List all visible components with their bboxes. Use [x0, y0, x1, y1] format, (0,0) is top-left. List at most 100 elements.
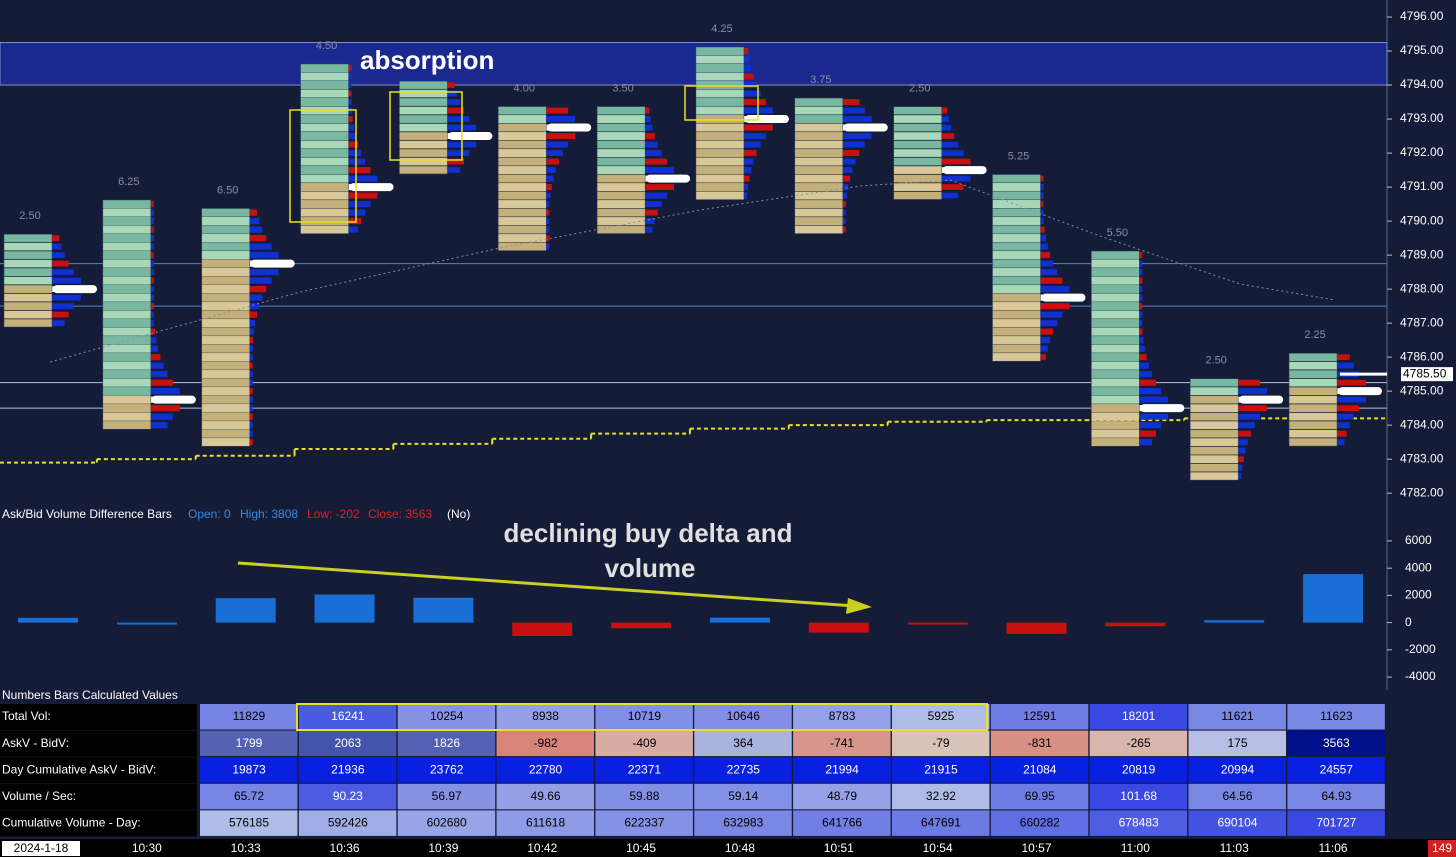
profile-bar — [941, 192, 959, 199]
profile-bar — [1139, 294, 1143, 301]
footprint-cell — [695, 174, 744, 183]
footprint-cell — [201, 344, 250, 353]
profile-bar — [447, 150, 470, 156]
range-label: 5.25 — [1008, 150, 1029, 162]
profile-bar — [645, 124, 653, 131]
footprint-cell — [102, 412, 151, 421]
profile-bar — [1139, 422, 1162, 429]
cell-value: 69.95 — [1025, 789, 1055, 803]
profile-bar — [743, 90, 761, 97]
profile-bar — [348, 201, 371, 208]
profile-bar — [249, 269, 279, 276]
profile-bar — [150, 345, 159, 352]
footprint-cell — [992, 183, 1041, 192]
footprint-cell — [597, 149, 646, 158]
cell-value: 10719 — [628, 709, 662, 723]
footprint-cell — [893, 123, 942, 132]
table-cell — [793, 810, 891, 836]
footprint-cell — [695, 81, 744, 90]
footprint-cell — [201, 395, 250, 404]
footprint-cell — [992, 208, 1041, 217]
profile-bar — [1040, 286, 1070, 293]
profile-bar — [249, 320, 256, 327]
profile-bar — [348, 99, 352, 106]
footprint-cell — [399, 140, 448, 149]
footprint-cell — [992, 353, 1041, 362]
profile-bar — [1040, 218, 1044, 225]
footprint-cell — [597, 174, 646, 183]
table-cell — [891, 757, 990, 783]
profile-bar — [249, 252, 279, 259]
profile-bar — [1139, 328, 1143, 335]
profile-bar — [1040, 311, 1063, 318]
profile-bar — [1040, 192, 1044, 199]
profile-bar — [546, 235, 550, 242]
profile-bar — [348, 150, 362, 157]
profile-bar — [348, 158, 366, 165]
zone — [0, 42, 1388, 86]
cell-value: 576185 — [229, 816, 269, 830]
poc-marker — [1041, 293, 1086, 302]
table-cell — [990, 704, 1089, 730]
profile-bar — [1337, 422, 1350, 429]
footprint-cell — [300, 140, 349, 149]
cell-value: 19873 — [232, 762, 266, 776]
footprint-cell — [1091, 310, 1140, 319]
profile-bar — [842, 201, 846, 208]
footprint-cell — [794, 174, 843, 183]
footprint-cell — [4, 293, 52, 302]
footprint-cell — [1091, 421, 1140, 430]
profile-bar — [150, 303, 154, 310]
footprint-cell — [102, 336, 151, 345]
footprint-cell — [1091, 268, 1140, 277]
profile-bar — [842, 99, 860, 106]
footprint-cell — [102, 216, 151, 226]
profile-bar — [1337, 379, 1366, 386]
y-tick-label: 4793.00 — [1400, 111, 1444, 125]
profile-bar — [249, 439, 253, 446]
footprint-cell — [498, 242, 547, 251]
table-cell — [496, 730, 595, 757]
row-label-cell — [0, 757, 197, 784]
table-cell — [397, 783, 496, 810]
profile-bar — [249, 430, 253, 437]
table-cell — [891, 704, 990, 730]
profile-bar — [743, 82, 757, 89]
profile-bar — [941, 141, 959, 148]
footprint-cell — [102, 353, 151, 362]
footprint-cell — [1289, 395, 1338, 404]
profile-bar — [645, 201, 662, 208]
x-tick-label: 11:03 — [1220, 841, 1249, 855]
footprint-body — [1189, 378, 1239, 481]
cell-value: 49.66 — [531, 789, 561, 803]
footprint-cell — [498, 106, 547, 115]
profile-bar — [249, 277, 272, 284]
footprint-cell — [695, 166, 744, 175]
table-cell — [397, 757, 496, 783]
footprint-cell — [102, 268, 151, 277]
profile-bar — [1040, 277, 1063, 284]
profile-bar — [348, 218, 362, 225]
profile-bar — [1337, 405, 1359, 412]
profile-bar — [645, 167, 674, 174]
footprint-cell — [102, 285, 151, 294]
table-cell — [694, 704, 792, 730]
footprint-cell — [992, 268, 1041, 277]
profile-bar — [150, 294, 154, 301]
footprint-cell — [4, 310, 52, 319]
footprint-cell — [597, 166, 646, 175]
footprint-cell — [300, 200, 349, 209]
footprint-cell — [4, 234, 52, 242]
profile-bar — [743, 158, 754, 165]
footprint-body — [1091, 250, 1140, 447]
profile-bar — [842, 116, 872, 123]
cell-value: -79 — [932, 736, 950, 750]
footprint-cell — [201, 233, 250, 243]
footprint-cell — [102, 251, 151, 260]
footprint-cell — [1190, 463, 1239, 472]
cell-value: 101.68 — [1120, 789, 1157, 803]
table-cell — [200, 810, 298, 836]
profile-bar — [52, 303, 74, 309]
profile-bar — [447, 82, 455, 88]
